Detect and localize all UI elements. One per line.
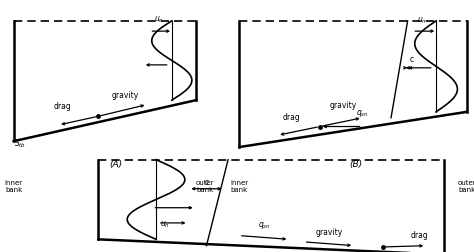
Text: gravity: gravity xyxy=(330,101,357,109)
Text: $q_{sn}$: $q_{sn}$ xyxy=(258,220,271,231)
Text: $u_n$: $u_n$ xyxy=(160,219,170,229)
Text: outer
bank: outer bank xyxy=(196,180,215,193)
Text: c: c xyxy=(204,177,209,186)
Text: inner
bank: inner bank xyxy=(5,180,23,193)
Text: drag: drag xyxy=(54,102,72,111)
Text: gravity: gravity xyxy=(111,90,139,99)
Text: drag: drag xyxy=(410,230,428,239)
Text: inner
bank: inner bank xyxy=(230,180,248,193)
Text: outer
bank: outer bank xyxy=(457,180,474,193)
Text: $S_{tb}$: $S_{tb}$ xyxy=(14,137,26,149)
Text: drag: drag xyxy=(283,112,301,121)
Text: gravity: gravity xyxy=(315,227,343,236)
Text: $u_n$: $u_n$ xyxy=(154,14,164,25)
Text: $q_{sn}$: $q_{sn}$ xyxy=(356,107,369,118)
Text: c: c xyxy=(409,55,413,64)
Text: (A): (A) xyxy=(109,159,123,168)
Text: $u_n$: $u_n$ xyxy=(417,16,427,26)
Text: (B): (B) xyxy=(349,159,362,168)
